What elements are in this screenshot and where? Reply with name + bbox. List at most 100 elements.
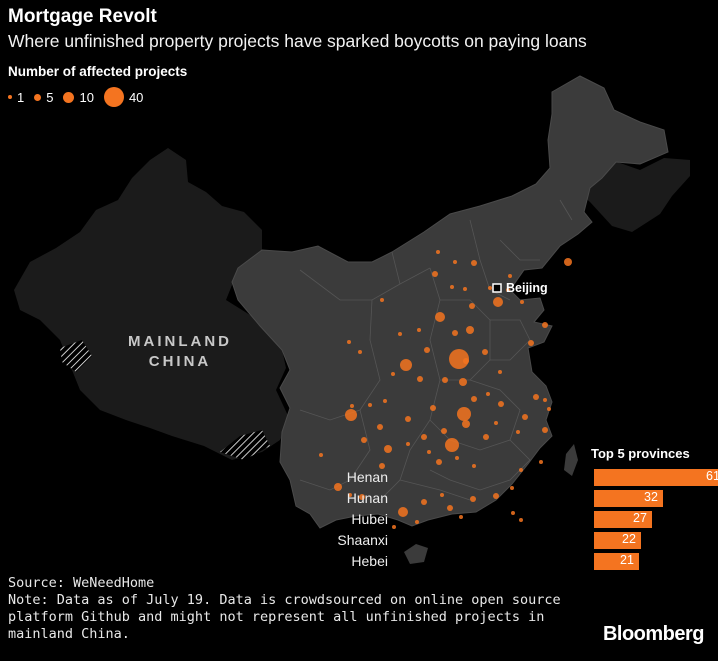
project-bubble (520, 300, 524, 304)
project-bubble (442, 377, 448, 383)
legend-dot-icon (103, 87, 124, 107)
project-bubble (417, 376, 423, 382)
size-legend: 1 5 10 40 (8, 86, 153, 108)
project-bubble (498, 401, 504, 407)
province-name: Hebei (351, 553, 388, 569)
project-bubble (421, 434, 427, 440)
western-region-land (14, 148, 290, 460)
project-bubble (445, 438, 459, 452)
project-bubble (400, 359, 412, 371)
project-bubble (440, 493, 444, 497)
project-bubble (519, 468, 523, 472)
legend-dot-icon (34, 93, 42, 101)
project-bubble (498, 370, 502, 374)
project-bubble (435, 312, 445, 322)
project-bubble (463, 287, 467, 291)
project-bubble (447, 505, 453, 511)
project-bubble (471, 260, 477, 266)
project-bubble (405, 416, 411, 422)
project-bubble (436, 459, 442, 465)
project-bubble (350, 404, 354, 408)
project-bubble (510, 486, 514, 490)
legend-item: 10 (63, 90, 94, 105)
disputed-area-west (60, 340, 92, 372)
project-bubble (547, 407, 551, 411)
project-bubble (348, 493, 352, 497)
legend-item: 5 (34, 90, 53, 105)
project-bubble (469, 303, 475, 309)
project-bubble (519, 518, 523, 522)
project-bubble (457, 407, 471, 421)
project-bubble (516, 430, 520, 434)
mainland-land (231, 75, 669, 529)
project-bubble (436, 250, 440, 254)
province-value: 27 (633, 511, 647, 525)
project-bubble (472, 464, 476, 468)
project-bubble (459, 515, 463, 519)
project-bubble (432, 271, 438, 277)
province-bar (594, 469, 718, 486)
province-value: 61 (706, 469, 718, 483)
project-bubble (470, 496, 476, 502)
project-bubble (494, 421, 498, 425)
project-bubble (415, 520, 419, 524)
taiwan-land (564, 444, 578, 476)
project-bubble (319, 453, 323, 457)
region-label: MAINLAND CHINA (128, 332, 232, 372)
project-bubble (417, 328, 421, 332)
chart-subtitle: Where unfinished property projects have … (8, 31, 587, 51)
project-bubble (450, 285, 454, 289)
legend-item: 1 (8, 90, 24, 105)
project-bubble (486, 392, 490, 396)
project-bubble (449, 349, 469, 369)
hainan-land (404, 544, 428, 564)
bloomberg-logo: Bloomberg (602, 623, 705, 645)
province-bar (594, 553, 639, 570)
project-bubble (453, 260, 457, 264)
project-bubble (493, 493, 499, 499)
project-bubble (391, 372, 395, 376)
project-bubble (455, 456, 459, 460)
source-text: Source: WeNeedHome (8, 575, 155, 591)
project-bubble (508, 274, 512, 278)
project-bubble (430, 405, 436, 411)
beijing-marker (492, 283, 502, 293)
project-bubble (564, 258, 572, 266)
province-bar (594, 490, 663, 507)
project-bubble (392, 525, 396, 529)
note-text: Note: Data as of July 19. Data is crowds… (8, 592, 561, 642)
project-bubble (533, 394, 539, 400)
project-bubble (421, 499, 427, 505)
project-bubble (359, 494, 365, 500)
province-name: Henan (346, 469, 388, 485)
beijing-label: Beijing (506, 281, 548, 295)
legend-item: 40 (103, 87, 143, 107)
project-bubble (511, 511, 515, 515)
project-bubble (528, 340, 534, 346)
project-bubble (398, 507, 408, 517)
project-bubble (377, 424, 383, 430)
project-bubble (482, 349, 488, 355)
province-bar (594, 532, 641, 549)
region-label-line1: MAINLAND (128, 333, 232, 350)
project-bubble (384, 445, 392, 453)
project-bubble (488, 286, 492, 290)
region-label-line2: CHINA (148, 353, 212, 370)
project-bubble (379, 463, 385, 469)
project-bubble (424, 347, 430, 353)
top5-title: Top 5 provinces (591, 446, 690, 461)
province-value: 21 (620, 553, 634, 567)
project-bubble (466, 326, 474, 334)
project-bubble (543, 398, 547, 402)
legend-label: 5 (46, 89, 54, 105)
province-value: 32 (644, 490, 658, 504)
project-bubble (542, 322, 548, 328)
project-bubble (347, 340, 351, 344)
province-name: Shaanxi (337, 532, 388, 548)
project-bubble (368, 403, 372, 407)
province-name: Hunan (346, 490, 388, 506)
province-value: 22 (622, 532, 636, 546)
project-bubble (398, 332, 402, 336)
project-bubble (383, 399, 387, 403)
legend-dot-icon (8, 95, 12, 99)
